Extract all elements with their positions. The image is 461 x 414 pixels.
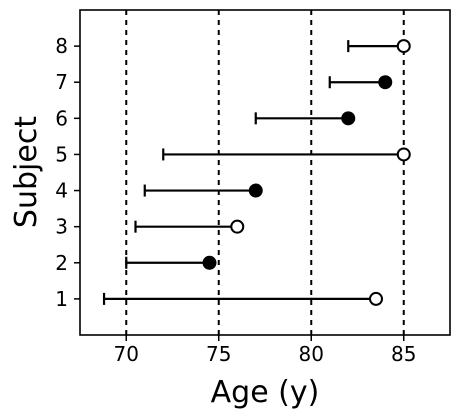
event-marker-subject-6 xyxy=(341,111,356,126)
x-tick-label-85: 85 xyxy=(391,342,416,366)
event-marker-subject-1 xyxy=(369,291,383,306)
plot-frame xyxy=(79,9,451,336)
x-tick-label-80: 80 xyxy=(299,342,324,366)
event-marker-subject-8 xyxy=(396,39,411,54)
event-marker-subject-2 xyxy=(202,255,217,270)
y-tick-label-7: 7 xyxy=(55,70,68,94)
event-marker-subject-4 xyxy=(248,183,263,198)
y-tick-label-4: 4 xyxy=(55,179,68,203)
y-tick-label-1: 1 xyxy=(55,287,68,311)
y-tick-label-2: 2 xyxy=(55,251,68,275)
x-tick-label-70: 70 xyxy=(114,342,139,366)
y-tick-label-6: 6 xyxy=(55,106,68,130)
y-tick-label-3: 3 xyxy=(55,215,68,239)
event-marker-subject-5 xyxy=(396,147,411,162)
grid-lines xyxy=(125,10,405,335)
y-tick-label-8: 8 xyxy=(55,34,68,58)
x-tick-label-75: 75 xyxy=(206,342,231,366)
event-marker-subject-3 xyxy=(230,219,245,234)
event-marker-subject-7 xyxy=(378,75,393,90)
event-markers xyxy=(202,39,411,306)
y-tick-label-5: 5 xyxy=(55,142,68,166)
intervals xyxy=(102,40,404,305)
y-axis-ticks: 1 2 3 4 5 6 7 8 xyxy=(55,34,80,311)
x-axis-label: Age (y) xyxy=(211,375,320,410)
x-axis-ticks: 70 75 80 85 xyxy=(114,335,416,366)
y-axis-label: Subject xyxy=(9,116,44,228)
